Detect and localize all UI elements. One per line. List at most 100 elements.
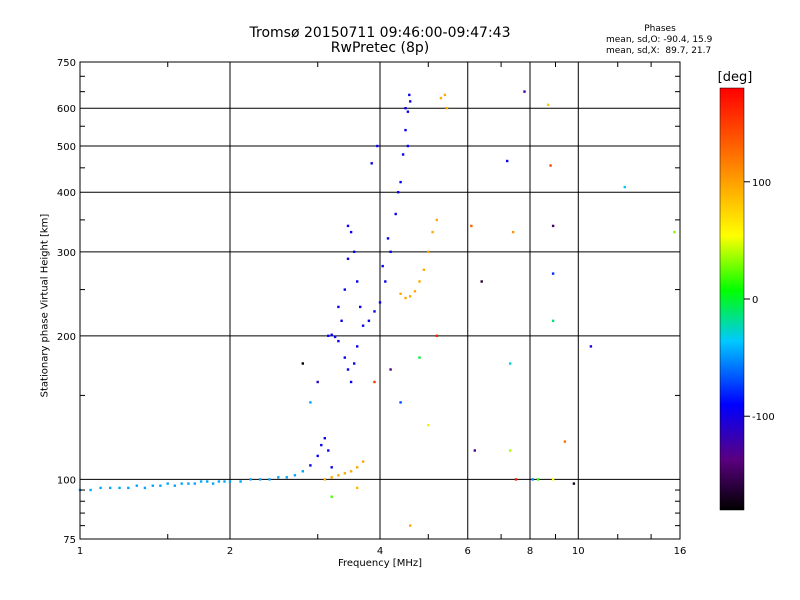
data-point [337, 474, 340, 477]
data-point [399, 401, 402, 404]
data-point [473, 449, 476, 452]
data-point [389, 250, 392, 253]
data-point [323, 437, 326, 440]
data-point [89, 488, 92, 492]
data-point [343, 288, 346, 291]
data-point [470, 224, 473, 228]
data-point [277, 476, 280, 479]
data-point [356, 345, 359, 348]
data-point [384, 280, 387, 283]
data-point [316, 380, 319, 384]
colorbar-tick-label: 100 [752, 178, 771, 189]
data-point [346, 257, 350, 260]
x-tick-label: 1 [77, 546, 83, 557]
grid-layer [80, 62, 680, 539]
data-point [413, 290, 417, 293]
data-point [309, 401, 312, 404]
data-point [99, 486, 102, 490]
data-point [301, 362, 304, 365]
data-point [408, 93, 411, 97]
stats-title: Phases [644, 24, 676, 34]
chart-title: Tromsø 20150711 09:46:00-09:47:43 [249, 25, 511, 41]
data-point [330, 333, 333, 336]
colorbar [719, 87, 745, 511]
data-point [376, 144, 379, 148]
data-point [340, 319, 343, 322]
data-point [389, 368, 392, 371]
data-point [406, 144, 410, 148]
data-point [551, 224, 555, 228]
y-tick-label: 400 [57, 188, 76, 199]
data-point [563, 440, 567, 443]
data-point [349, 380, 353, 384]
data-point [309, 464, 312, 467]
x-tick-label: 16 [674, 546, 687, 557]
data-point [268, 478, 271, 481]
data-point [223, 480, 226, 483]
data-point [509, 449, 512, 452]
x-tick-label: 10 [572, 546, 585, 557]
data-points-layer [78, 90, 676, 527]
data-point [549, 164, 552, 167]
data-point [514, 478, 518, 481]
data-point [173, 484, 176, 487]
data-point [356, 466, 359, 469]
data-point [435, 334, 438, 337]
data-point [445, 107, 449, 110]
data-point [370, 162, 373, 165]
data-point [378, 301, 382, 304]
y-tick-label: 750 [57, 58, 76, 69]
data-point [506, 159, 509, 163]
data-point [373, 380, 376, 384]
data-point [399, 180, 402, 184]
data-point [572, 482, 576, 485]
data-point [409, 100, 412, 103]
data-point [330, 466, 333, 469]
data-point [418, 356, 421, 359]
data-point [422, 268, 426, 271]
data-point [327, 449, 330, 452]
data-point [327, 334, 330, 337]
colorbar-tick-label: 0 [752, 295, 758, 306]
data-point [349, 470, 353, 473]
y-tick-label: 500 [57, 142, 76, 153]
y-tick-label: 200 [57, 332, 76, 343]
stats-line-x: mean, sd,X: 89.7, 21.7 [606, 46, 712, 56]
data-point [127, 486, 130, 490]
data-point [330, 495, 333, 498]
data-point [333, 335, 337, 339]
x-tick-label: 2 [227, 546, 233, 557]
stats-line-o: mean, sd,O: -90.4, 15.9 [606, 35, 713, 45]
data-point [118, 486, 121, 490]
data-point [386, 237, 390, 240]
data-point [623, 185, 626, 189]
data-point [443, 93, 447, 97]
data-point [367, 319, 371, 322]
data-point [381, 264, 384, 268]
data-point [397, 191, 400, 194]
data-point [323, 478, 326, 481]
data-point [509, 362, 512, 365]
data-point [217, 480, 221, 483]
data-point [166, 482, 169, 485]
data-point [673, 230, 676, 234]
plot-frame [79, 61, 681, 540]
data-point [193, 482, 196, 485]
data-point [151, 484, 154, 487]
data-point [320, 443, 323, 447]
data-point [343, 356, 346, 359]
y-tick-label: 75 [63, 535, 76, 546]
colorbar-tick-label: -100 [752, 412, 775, 423]
y-tick-label: 600 [57, 104, 76, 115]
data-point [187, 482, 190, 485]
x-axis-label: Frequency [MHz] [337, 558, 423, 569]
y-tick-label: 100 [57, 475, 76, 486]
y-tick-label: 300 [57, 248, 76, 259]
data-point [536, 478, 540, 481]
data-point [346, 224, 350, 228]
data-point [480, 280, 483, 283]
data-point [394, 212, 397, 216]
colorbar-unit-label: [deg] [717, 70, 753, 85]
data-point [293, 474, 297, 477]
data-point [109, 486, 112, 490]
